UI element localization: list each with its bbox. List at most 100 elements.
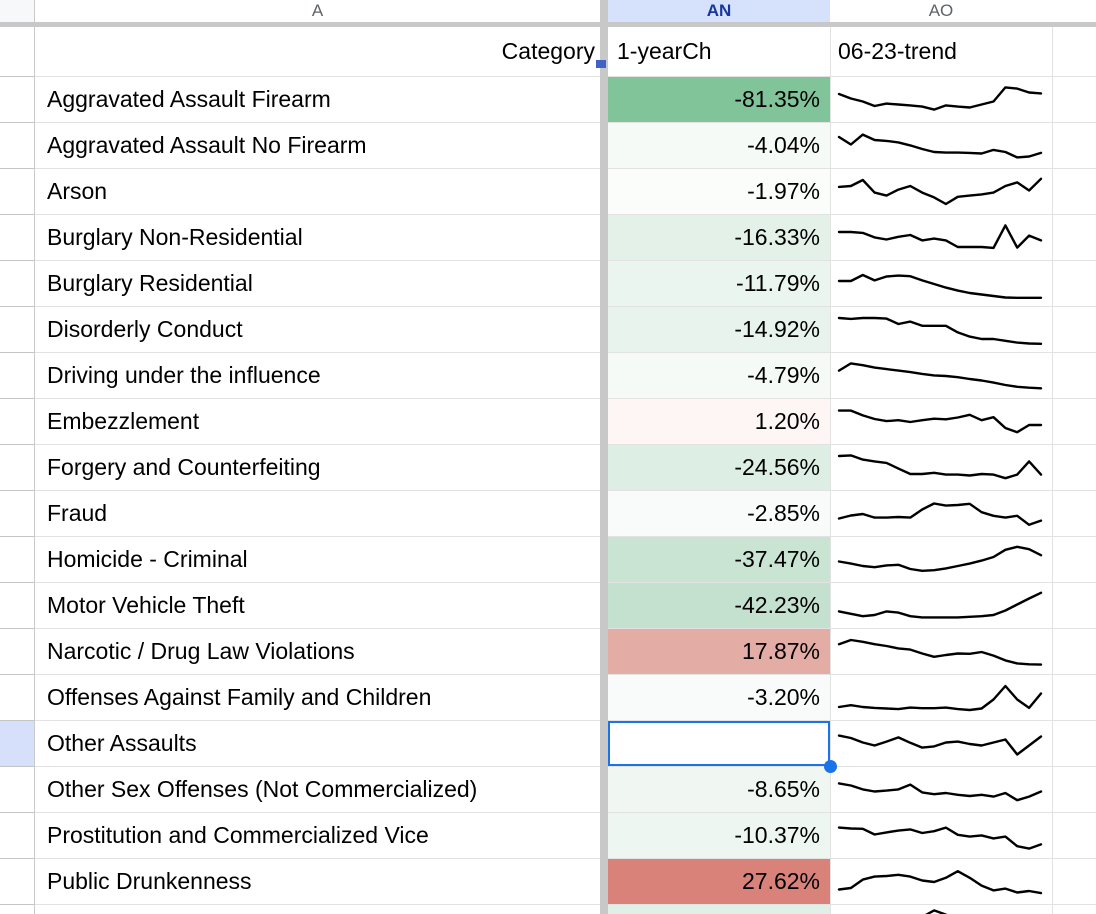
category-cell[interactable]: Fraud bbox=[34, 491, 600, 537]
sparkline-cell[interactable] bbox=[830, 353, 1052, 399]
empty-cell[interactable] bbox=[1052, 859, 1096, 905]
sparkline-cell[interactable] bbox=[830, 537, 1052, 583]
sparkline-cell[interactable] bbox=[830, 169, 1052, 215]
category-cell[interactable]: Other Sex Offenses (Not Commercialized) bbox=[34, 767, 600, 813]
row-header-cell[interactable] bbox=[0, 261, 34, 307]
category-cell[interactable]: Homicide - Criminal bbox=[34, 537, 600, 583]
category-cell[interactable]: Public Drunkenness bbox=[34, 859, 600, 905]
row-header-cell[interactable] bbox=[0, 27, 34, 77]
change-cell[interactable]: 17.87% bbox=[608, 629, 830, 675]
category-cell[interactable]: Arson bbox=[34, 169, 600, 215]
sparkline-cell[interactable] bbox=[830, 813, 1052, 859]
sparkline-cell[interactable] bbox=[830, 721, 1052, 767]
row-header-cell[interactable] bbox=[0, 813, 34, 859]
empty-cell[interactable] bbox=[1052, 353, 1096, 399]
change-cell[interactable]: -37.47% bbox=[608, 537, 830, 583]
empty-cell[interactable] bbox=[1052, 629, 1096, 675]
empty-cell[interactable] bbox=[1052, 123, 1096, 169]
empty-cell[interactable] bbox=[1052, 169, 1096, 215]
change-cell[interactable]: -81.35% bbox=[608, 77, 830, 123]
change-cell[interactable]: -42.23% bbox=[608, 583, 830, 629]
sparkline-cell[interactable] bbox=[830, 445, 1052, 491]
sparkline-cell[interactable] bbox=[830, 77, 1052, 123]
change-cell[interactable]: -4.79% bbox=[608, 353, 830, 399]
row-header-cell[interactable] bbox=[0, 905, 34, 914]
sparkline-cell[interactable] bbox=[830, 767, 1052, 813]
sparkline-cell[interactable] bbox=[830, 583, 1052, 629]
category-cell[interactable]: Burglary Non-Residential bbox=[34, 215, 600, 261]
category-cell[interactable]: Disorderly Conduct bbox=[34, 307, 600, 353]
row-header-cell[interactable] bbox=[0, 675, 34, 721]
category-cell[interactable]: Embezzlement bbox=[34, 399, 600, 445]
change-cell[interactable]: -10.37% bbox=[608, 813, 830, 859]
change-cell[interactable]: -24.56% bbox=[608, 445, 830, 491]
category-cell[interactable]: Driving under the influence bbox=[34, 353, 600, 399]
empty-cell[interactable] bbox=[1052, 905, 1096, 914]
empty-cell[interactable] bbox=[1052, 77, 1096, 123]
empty-cell[interactable] bbox=[1052, 813, 1096, 859]
change-cell[interactable]: -1.97% bbox=[608, 169, 830, 215]
category-cell[interactable]: Aggravated Assault No Firearm bbox=[34, 123, 600, 169]
row-header-cell[interactable] bbox=[0, 353, 34, 399]
category-cell[interactable] bbox=[34, 905, 600, 914]
change-cell[interactable]: -8.65% bbox=[608, 767, 830, 813]
sparkline-cell[interactable] bbox=[830, 399, 1052, 445]
change-cell[interactable]: -3.20% bbox=[608, 675, 830, 721]
category-cell[interactable]: Motor Vehicle Theft bbox=[34, 583, 600, 629]
change-cell[interactable]: 27.62% bbox=[608, 859, 830, 905]
category-header-cell[interactable]: Category bbox=[34, 27, 600, 76]
column-header-ao[interactable]: AO bbox=[830, 0, 1052, 22]
frozen-row-divider[interactable] bbox=[0, 22, 1096, 27]
row-header-cell[interactable] bbox=[0, 77, 34, 123]
row-header-cell[interactable] bbox=[0, 537, 34, 583]
empty-cell[interactable] bbox=[1052, 583, 1096, 629]
empty-cell[interactable] bbox=[1052, 721, 1096, 767]
empty-cell[interactable] bbox=[1052, 537, 1096, 583]
category-cell[interactable]: Other Assaults bbox=[34, 721, 600, 767]
sparkline-cell[interactable] bbox=[830, 215, 1052, 261]
column-header-an[interactable]: AN bbox=[608, 0, 830, 22]
one-year-change-header-cell[interactable]: 1-yearCh bbox=[608, 27, 830, 76]
trend-header-cell[interactable]: 06-23-trend bbox=[830, 27, 1052, 76]
sparkline-cell[interactable] bbox=[830, 859, 1052, 905]
category-cell[interactable]: Burglary Residential bbox=[34, 261, 600, 307]
category-cell[interactable]: Forgery and Counterfeiting bbox=[34, 445, 600, 491]
category-cell[interactable]: Aggravated Assault Firearm bbox=[34, 77, 600, 123]
sparkline-cell[interactable] bbox=[830, 261, 1052, 307]
row-header-cell[interactable] bbox=[0, 859, 34, 905]
row-header-cell[interactable] bbox=[0, 767, 34, 813]
sparkline-cell[interactable] bbox=[830, 905, 1052, 914]
row-header-cell[interactable] bbox=[0, 307, 34, 353]
fill-handle[interactable] bbox=[824, 760, 837, 773]
column-header-a[interactable]: A bbox=[35, 0, 600, 22]
row-header-cell[interactable] bbox=[0, 215, 34, 261]
change-cell[interactable]: 1.20% bbox=[608, 399, 830, 445]
category-cell[interactable]: Prostitution and Commercialized Vice bbox=[34, 813, 600, 859]
empty-cell[interactable] bbox=[1052, 767, 1096, 813]
sheet-corner[interactable] bbox=[0, 0, 34, 22]
category-cell[interactable]: Narcotic / Drug Law Violations bbox=[34, 629, 600, 675]
row-header-cell[interactable] bbox=[0, 583, 34, 629]
row-header-cell[interactable] bbox=[0, 123, 34, 169]
empty-cell[interactable] bbox=[1052, 307, 1096, 353]
row-header-cell[interactable] bbox=[0, 399, 34, 445]
empty-cell[interactable] bbox=[1052, 445, 1096, 491]
sparkline-cell[interactable] bbox=[830, 307, 1052, 353]
empty-cell[interactable] bbox=[1052, 215, 1096, 261]
row-header-cell[interactable] bbox=[0, 629, 34, 675]
sparkline-cell[interactable] bbox=[830, 491, 1052, 537]
change-cell[interactable]: -14.92% bbox=[608, 307, 830, 353]
change-cell[interactable]: -16.33% bbox=[608, 215, 830, 261]
row-header-cell[interactable] bbox=[0, 169, 34, 215]
sparkline-cell[interactable] bbox=[830, 629, 1052, 675]
empty-cell[interactable] bbox=[1052, 261, 1096, 307]
empty-cell[interactable] bbox=[1052, 675, 1096, 721]
category-cell[interactable]: Offenses Against Family and Children bbox=[34, 675, 600, 721]
row-header-cell[interactable] bbox=[0, 491, 34, 537]
change-cell[interactable] bbox=[608, 721, 837, 773]
empty-cell[interactable] bbox=[1052, 399, 1096, 445]
change-cell[interactable] bbox=[608, 905, 830, 914]
sparkline-cell[interactable] bbox=[830, 675, 1052, 721]
change-cell[interactable]: -11.79% bbox=[608, 261, 830, 307]
sparkline-cell[interactable] bbox=[830, 123, 1052, 169]
